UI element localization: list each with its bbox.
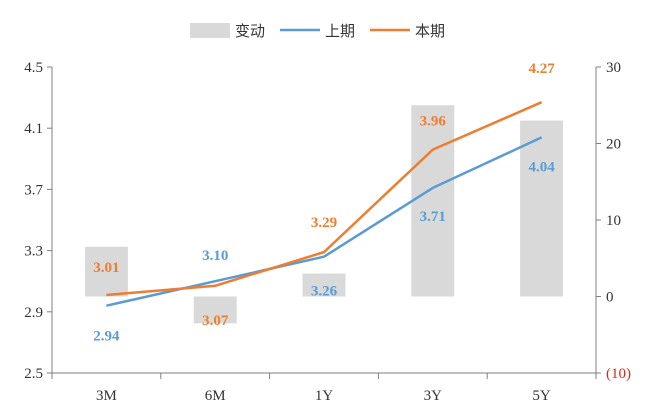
data-label-current: 3.07 [202,313,229,329]
labels-layer: 2.94 3.10 3.26 3.71 4.04 3.01 3.07 3.29 3.96 4.27 [93,61,555,344]
x-tick-label: 5Y [532,388,551,404]
data-label-prior: 3.26 [311,284,338,300]
axes-layer: 2.5 2.9 3.3 3.7 4.1 4.5 (10) 0 10 20 30 3M 6M 1Y 3Y 5Y [24,60,631,404]
data-label-current: 3.01 [93,260,119,276]
x-tick-label: 1Y [315,388,334,404]
bar-6m [193,296,237,324]
left-tick-label: 3.7 [24,182,43,198]
left-tick-label: 4.1 [24,121,43,137]
x-tick-label: 3Y [424,388,443,404]
bar-1y [302,273,346,297]
data-label-prior: 3.10 [202,248,228,264]
legend-label-change: 变动 [235,22,265,40]
x-tick-label: 6M [205,388,226,404]
data-label-current: 3.29 [311,215,337,231]
legend-label-prior: 上期 [325,22,355,40]
left-tick-label: 2.9 [24,305,43,321]
legend: 变动 上期 本期 [190,22,445,40]
bar-3y [411,105,455,297]
legend-swatch-change [190,23,230,38]
bars-layer [84,105,564,324]
right-tick-label: 30 [606,60,621,76]
bar-3m [84,246,128,297]
data-label-current: 4.27 [528,61,555,77]
right-tick-label: (10) [606,366,631,382]
series-line-current [106,101,543,297]
data-label-current: 3.96 [420,114,447,130]
right-tick-label: 10 [606,213,621,229]
left-tick-label: 4.5 [24,60,43,76]
right-tick-label: 20 [606,137,621,153]
bar-5y [520,120,564,297]
left-tick-label: 3.3 [24,244,43,260]
data-label-prior: 2.94 [93,329,120,345]
lines-layer [106,101,543,307]
legend-label-current: 本期 [415,22,445,40]
x-tick-label: 3M [96,388,117,404]
data-label-prior: 3.71 [420,209,446,225]
data-label-prior: 4.04 [528,159,555,175]
right-tick-label: 0 [606,290,614,306]
left-tick-label: 2.5 [24,366,43,382]
